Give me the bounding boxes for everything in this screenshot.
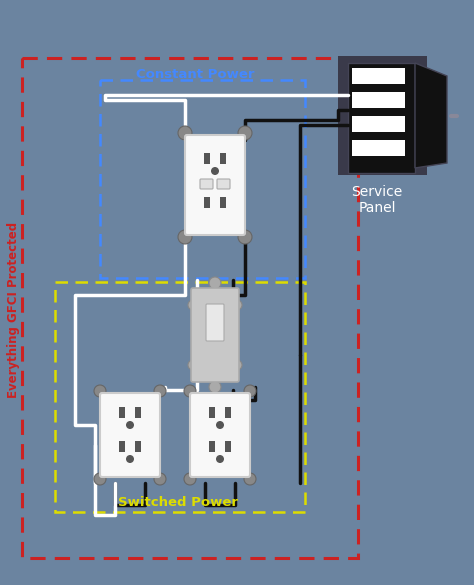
FancyBboxPatch shape [338,56,427,175]
FancyBboxPatch shape [204,197,210,208]
Circle shape [154,385,166,397]
FancyBboxPatch shape [204,153,210,164]
Polygon shape [415,63,447,168]
FancyBboxPatch shape [119,407,125,418]
FancyBboxPatch shape [100,393,160,477]
FancyBboxPatch shape [217,179,230,189]
Circle shape [178,230,192,244]
Circle shape [232,360,242,370]
Circle shape [126,421,134,429]
FancyBboxPatch shape [352,92,405,108]
Circle shape [188,360,198,370]
Circle shape [209,277,221,289]
FancyBboxPatch shape [225,441,231,452]
FancyBboxPatch shape [206,304,224,341]
FancyBboxPatch shape [200,179,213,189]
FancyBboxPatch shape [220,153,226,164]
Circle shape [209,381,221,393]
Circle shape [178,126,192,140]
Circle shape [94,473,106,485]
Circle shape [238,126,252,140]
Circle shape [184,385,196,397]
Circle shape [154,473,166,485]
Text: Constant Power: Constant Power [136,68,254,81]
Text: Everything GFCI Protected: Everything GFCI Protected [8,222,20,398]
Text: Service
Panel: Service Panel [351,185,402,215]
Circle shape [244,473,256,485]
FancyBboxPatch shape [352,140,405,156]
Circle shape [232,300,242,310]
FancyBboxPatch shape [220,197,226,208]
FancyBboxPatch shape [190,393,250,477]
FancyBboxPatch shape [348,63,415,173]
Circle shape [126,455,134,463]
FancyBboxPatch shape [119,441,125,452]
Circle shape [94,385,106,397]
FancyBboxPatch shape [209,407,215,418]
FancyBboxPatch shape [352,116,405,132]
FancyBboxPatch shape [352,68,405,84]
FancyBboxPatch shape [135,407,141,418]
Circle shape [244,385,256,397]
Circle shape [188,300,198,310]
FancyBboxPatch shape [209,441,215,452]
FancyBboxPatch shape [185,135,245,235]
Circle shape [238,230,252,244]
Circle shape [184,473,196,485]
Circle shape [216,421,224,429]
Circle shape [216,455,224,463]
Circle shape [211,167,219,175]
FancyBboxPatch shape [135,441,141,452]
FancyBboxPatch shape [225,407,231,418]
FancyBboxPatch shape [191,288,239,382]
Text: Switched Power: Switched Power [118,496,238,509]
